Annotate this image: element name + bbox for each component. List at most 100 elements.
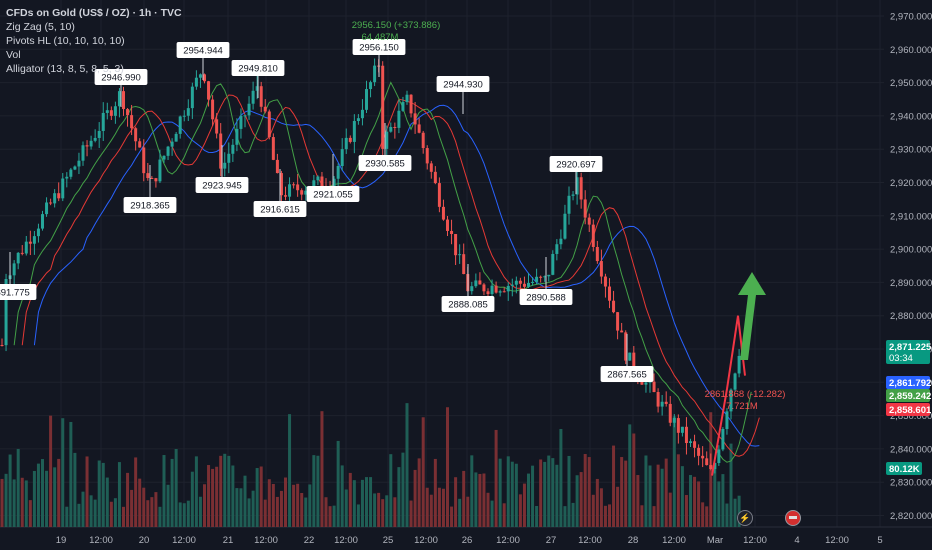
candle (547, 274, 551, 277)
candle (450, 230, 454, 235)
y-tick-label: 2,950.000 (890, 78, 932, 89)
x-tick-label: 12:00 (496, 535, 520, 546)
lightning-icon[interactable]: ⚡ (737, 510, 753, 526)
candle (130, 115, 134, 129)
volume-bar (239, 488, 243, 527)
candle (85, 145, 89, 147)
candle (737, 355, 741, 374)
volume-bar (251, 490, 255, 527)
candle (417, 124, 421, 133)
volume-bar (498, 458, 502, 527)
volume-bar (279, 490, 283, 527)
candle (660, 401, 664, 407)
candle (583, 199, 587, 218)
candle (227, 153, 231, 163)
x-tick-label: 12:00 (578, 535, 602, 546)
candle (689, 441, 692, 444)
symbol-title[interactable]: CFDs on Gold (US$ / OZ) · 1h · TVC (6, 7, 182, 19)
svg-text:2944.930: 2944.930 (443, 80, 483, 91)
candle (531, 281, 535, 283)
y-tick-label: 2,840.000 (890, 444, 932, 455)
candle (190, 86, 194, 109)
svg-text:2918.365: 2918.365 (130, 201, 170, 212)
volume-bar (409, 500, 413, 527)
candle (535, 276, 539, 282)
volume-bar (462, 470, 466, 527)
volume-bar (162, 455, 166, 527)
candle (498, 291, 502, 293)
volume-bar (146, 500, 150, 527)
volume-bar (105, 477, 109, 527)
indicator-pivots[interactable]: Pivots HL (10, 10, 10, 10) (6, 35, 125, 47)
candle (49, 202, 53, 204)
candle (559, 238, 563, 245)
y-tick-label: 2,970.000 (890, 12, 932, 23)
candle (259, 86, 263, 107)
candle (705, 458, 709, 466)
candle (713, 462, 717, 470)
svg-text:03:34: 03:34 (889, 353, 913, 364)
x-tick-label: 12:00 (89, 535, 113, 546)
candle (138, 141, 142, 148)
y-tick-label: 2,940.000 (890, 111, 932, 122)
candle (616, 312, 620, 331)
up-arrow-drawing[interactable] (738, 272, 766, 360)
candle (458, 254, 462, 256)
volume-bar (0, 478, 4, 527)
candle (336, 166, 340, 179)
volume-bar (567, 455, 571, 527)
volume-bar (348, 472, 352, 527)
svg-text:2949.810: 2949.810 (238, 64, 278, 75)
indicator-volume[interactable]: Vol (6, 49, 21, 61)
indicator-zigzag[interactable]: Zig Zag (5, 10) (6, 21, 75, 33)
candle (356, 118, 360, 122)
candle (397, 110, 401, 128)
volume-bar (12, 479, 16, 527)
candle (599, 261, 603, 277)
volume-bar (275, 496, 279, 527)
x-tick-label: 5 (877, 535, 882, 546)
volume-bar (389, 454, 393, 527)
pivot-label-low: 2930.585 (358, 123, 412, 171)
candle (522, 283, 526, 287)
candle (12, 263, 16, 276)
candle (288, 184, 292, 197)
volume-bar (32, 470, 36, 527)
candle (20, 252, 24, 254)
volume-bar (595, 478, 599, 527)
indicator-alligator[interactable]: Alligator (13, 8, 5, 8, 5, 3) (6, 63, 124, 75)
volume-bar (81, 491, 85, 527)
svg-text:2923.945: 2923.945 (202, 181, 242, 192)
volume-bar (352, 480, 356, 527)
y-tick-label: 2,920.000 (890, 178, 932, 189)
volume-bar (563, 506, 567, 527)
volume-bar (219, 455, 223, 527)
volume-bar (446, 407, 449, 527)
volume-bar (648, 465, 652, 527)
volume-bar (575, 475, 579, 527)
candle (105, 110, 109, 113)
volume-bar (624, 460, 628, 527)
candle (97, 130, 101, 138)
volume-bar (122, 506, 125, 527)
candle (676, 418, 680, 433)
candle (462, 254, 466, 275)
volume-bar (397, 467, 401, 527)
volume-bar (551, 458, 555, 527)
y-tick-label: 2,830.000 (890, 478, 932, 489)
pivot-label-low: 2890.588 (519, 257, 573, 305)
candle (608, 286, 611, 301)
volume-bar (158, 506, 162, 527)
x-tick-label: 12:00 (172, 535, 196, 546)
price-axis-label: 2,861.792 (886, 376, 931, 389)
us-flag-icon[interactable] (785, 510, 801, 526)
zigzag-label: 2956.150 (+373.886) (352, 20, 440, 31)
volume-bar (559, 428, 563, 527)
candle (113, 106, 117, 116)
candle (101, 112, 105, 131)
candle (198, 74, 202, 78)
candle (45, 202, 49, 215)
volume-bar (166, 484, 170, 527)
volume-bar (543, 461, 547, 527)
